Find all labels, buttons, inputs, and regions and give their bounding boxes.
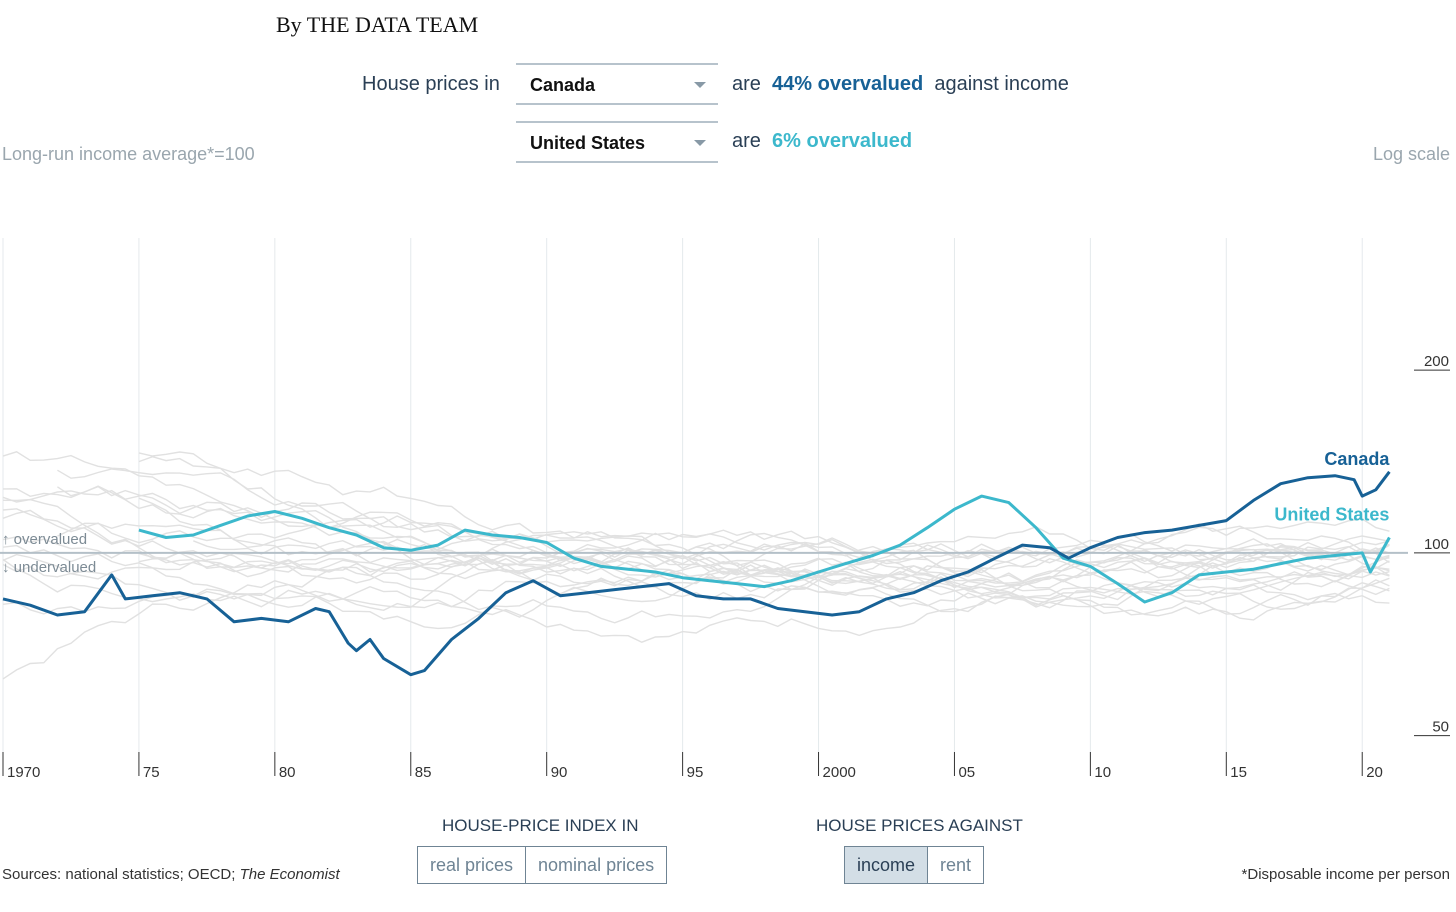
y-tick-label: 200 [1424, 353, 1449, 370]
background-country-line [2, 518, 1390, 680]
x-tick-label: 20 [1366, 764, 1383, 781]
background-country-line [138, 523, 1390, 601]
toggle-income[interactable]: income [845, 847, 928, 883]
series-line-canada [2, 470, 1391, 677]
background-country-line [138, 547, 1390, 608]
background-country-line [2, 553, 1390, 630]
dropdown-value: United States [530, 133, 646, 153]
secondary-statement: are 6% overvalued [732, 130, 912, 153]
y-tick-label: 50 [1432, 719, 1449, 736]
x-tick-label: 2000 [823, 764, 856, 781]
toggle-real-prices[interactable]: real prices [430, 855, 514, 875]
series-label-united-states: United States [1274, 505, 1389, 525]
toggle-rent[interactable]: rent [927, 847, 983, 883]
background-country-line [2, 451, 1390, 609]
against-toggle[interactable]: income rent [844, 846, 985, 884]
toggle-nominal-prices[interactable]: nominal prices [525, 847, 666, 883]
country-dropdown-primary[interactable]: Canada [516, 63, 718, 105]
secondary-valuation: 6% overvalued [772, 130, 913, 152]
series-label-canada: Canada [1324, 449, 1390, 469]
x-tick-label: 90 [551, 764, 568, 781]
x-tick-label: 85 [415, 764, 432, 781]
background-country-line [138, 451, 1390, 598]
log-scale-note: Log scale [1372, 144, 1450, 164]
byline: By THE DATA TEAM [276, 12, 479, 37]
scale-note: Long-run income average*=100 [2, 144, 255, 164]
primary-suffix: against income [934, 73, 1069, 95]
secondary-verb: are [732, 130, 761, 152]
selector-prefix: House prices in [362, 73, 500, 95]
background-country-line [2, 531, 1390, 615]
sources-italic: The Economist [239, 866, 340, 883]
x-tick-label: 1970 [7, 764, 40, 781]
x-tick-label: 05 [958, 764, 975, 781]
sources-note: Sources: national statistics; OECD; The … [2, 866, 340, 883]
primary-verb: are [732, 73, 761, 95]
background-country-line [57, 522, 1390, 603]
x-tick-label: 75 [143, 764, 160, 781]
undervalued-label: ↓ undervalued [2, 559, 96, 576]
x-tick-label: 10 [1094, 764, 1111, 781]
overvalued-label: ↑ overvalued [2, 531, 87, 548]
y-tick-label: 100 [1424, 536, 1449, 553]
series-line-united-states [138, 494, 1391, 604]
chevron-down-icon [694, 82, 706, 88]
footnote: *Disposable income per person [1241, 866, 1450, 883]
primary-statement: are 44% overvalued against income [732, 73, 1069, 96]
x-tick-label: 15 [1230, 764, 1247, 781]
background-country-line [2, 485, 1390, 584]
chevron-down-icon [694, 140, 706, 146]
index-toggle-title: HOUSE-PRICE INDEX IN [442, 816, 639, 835]
dropdown-value: Canada [530, 75, 596, 95]
country-dropdown-secondary[interactable]: United States [516, 121, 718, 163]
x-tick-label: 95 [687, 764, 704, 781]
against-toggle-title: HOUSE PRICES AGAINST [816, 816, 1023, 835]
index-toggle[interactable]: real prices nominal prices [417, 846, 668, 884]
background-country-line [57, 468, 1390, 585]
primary-valuation: 44% overvalued [772, 73, 924, 95]
sources-text: Sources: national statistics; OECD; [2, 866, 240, 883]
background-country-line [138, 455, 1390, 578]
background-country-line [2, 498, 1390, 596]
x-tick-label: 80 [279, 764, 296, 781]
background-country-line [2, 547, 1390, 615]
